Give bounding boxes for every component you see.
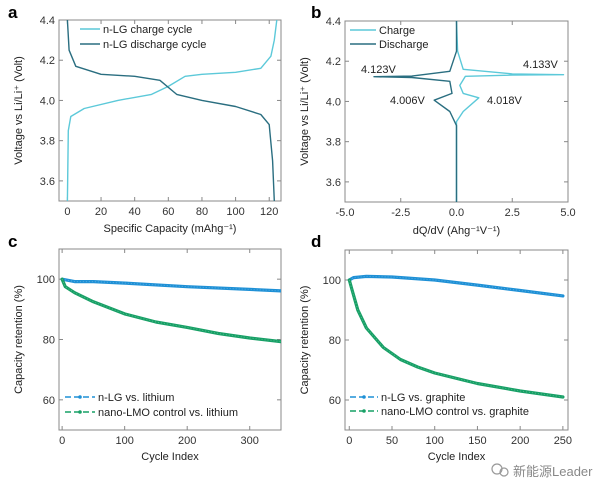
- series-n-lg-charge-cycle: [66, 20, 278, 201]
- series-nano-lmo-control-vs-lithium: [60, 277, 281, 344]
- y-tick-label: 4.4: [40, 15, 55, 27]
- panel-a: 0 20 40 60 80 100 120 3.6 3.8 4.0 4.2 4.4 Specific C…: [13, 15, 282, 235]
- y-tick-label: 4.0: [326, 96, 341, 108]
- series-n-lg-discharge-cycle: [66, 20, 275, 201]
- watermark: 新能源Leader: [491, 463, 593, 479]
- y-tick-label: 3.6: [326, 177, 341, 189]
- x-tick-label: 2.5: [505, 207, 520, 219]
- x-tick-label: -5.0: [336, 207, 355, 219]
- x-tick-label: 200: [178, 435, 196, 447]
- y-tick-label: 4.2: [40, 55, 55, 67]
- legend-label: n-LG charge cycle: [103, 24, 192, 36]
- series-charge: [455, 21, 565, 202]
- panel-b: -5.0 -2.5 0.0 2.5 5.0 3.6 3.8 4.0 4.2 4.4 dQ/dV (A…: [299, 16, 576, 237]
- legend-label: n-LG vs. lithium: [98, 392, 174, 404]
- legend-marker: [78, 410, 82, 414]
- series-markers: [349, 275, 563, 297]
- watermark-text: 新能源Leader: [513, 464, 593, 479]
- x-tick-label: 120: [260, 206, 278, 218]
- y-tick-label: 3.6: [40, 176, 55, 188]
- y-tick-label: 60: [329, 395, 341, 407]
- x-tick-label: 20: [95, 206, 107, 218]
- series-markers: [62, 278, 281, 292]
- plot-frame: [58, 19, 282, 202]
- x-tick-label: 100: [115, 435, 133, 447]
- panel-label-a: a: [8, 3, 18, 22]
- x-tick-label: -2.5: [391, 207, 410, 219]
- y-axis-title: Capacity retention (%): [13, 285, 25, 394]
- x-axis-title: Specific Capacity (mAhg⁻¹): [104, 223, 237, 235]
- x-tick-label: 200: [511, 435, 529, 447]
- y-tick-label: 4.4: [326, 16, 341, 28]
- x-tick-label: 100: [226, 206, 244, 218]
- x-tick-label: 50: [386, 435, 398, 447]
- panel-c: 0 100 200 300 60 80 100 Cycle Index Capacity ret…: [13, 248, 282, 463]
- y-tick-label: 4.2: [326, 56, 341, 68]
- x-tick-label: 150: [468, 435, 486, 447]
- x-axis-title: Cycle Index: [141, 451, 199, 463]
- x-tick-label: 0: [346, 435, 352, 447]
- y-tick-label: 3.8: [40, 136, 55, 148]
- y-axis-title: Capacity retention (%): [299, 286, 311, 395]
- legend-label: n-LG vs. graphite: [381, 392, 465, 404]
- legend-label: nano-LMO control vs. lithium: [98, 407, 238, 419]
- legend-marker: [362, 409, 366, 413]
- x-tick-label: 100: [426, 435, 444, 447]
- legend-marker: [78, 395, 82, 399]
- x-tick-label: 0: [64, 206, 70, 218]
- peak-annotation: 4.133V: [523, 59, 559, 71]
- peak-annotation: 4.018V: [487, 95, 523, 107]
- series-n-lg-vs-graphite: [347, 274, 565, 298]
- x-tick-label: 0: [59, 435, 65, 447]
- legend-label: n-LG discharge cycle: [103, 39, 206, 51]
- x-tick-label: 250: [554, 435, 572, 447]
- y-axis-title: Voltage vs Li/Li⁺ (Volt): [13, 56, 25, 165]
- series-nano-lmo-control-vs-graphite: [347, 278, 565, 399]
- x-tick-label: 0.0: [449, 207, 464, 219]
- x-tick-label: 300: [241, 435, 259, 447]
- x-tick-label: 80: [196, 206, 208, 218]
- series-discharge: [373, 21, 458, 202]
- panel-label-d: d: [311, 232, 321, 251]
- series-n-lg-vs-lithium: [60, 277, 281, 293]
- x-axis-title: dQ/dV (Ahg⁻¹V⁻¹): [413, 225, 500, 237]
- legend-marker: [362, 395, 366, 399]
- y-tick-label: 3.8: [326, 137, 341, 149]
- x-tick-label: 60: [162, 206, 174, 218]
- y-tick-label: 4.0: [40, 95, 55, 107]
- y-tick-label: 80: [43, 335, 55, 347]
- y-tick-label: 100: [37, 274, 55, 286]
- panel-d: 0 50 100 150 200 250 60 80 100 Cycle Index Capacit…: [299, 249, 572, 463]
- peak-annotation: 4.006V: [390, 95, 426, 107]
- legend-label: nano-LMO control vs. graphite: [381, 406, 529, 418]
- panel-label-c: c: [8, 232, 17, 251]
- y-tick-label: 80: [329, 335, 341, 347]
- y-tick-label: 60: [43, 395, 55, 407]
- panel-label-b: b: [311, 3, 321, 22]
- legend-label: Discharge: [379, 39, 429, 51]
- x-tick-label: 40: [129, 206, 141, 218]
- legend-label: Charge: [379, 25, 415, 37]
- y-axis-title: Voltage vs Li/Li⁺ (Volt): [299, 57, 311, 166]
- wechat-icon-bubble: [499, 467, 509, 477]
- x-tick-label: 5.0: [560, 207, 575, 219]
- peak-annotation: 4.123V: [361, 64, 397, 76]
- x-axis-title: Cycle Index: [428, 451, 486, 463]
- y-tick-label: 100: [323, 275, 341, 287]
